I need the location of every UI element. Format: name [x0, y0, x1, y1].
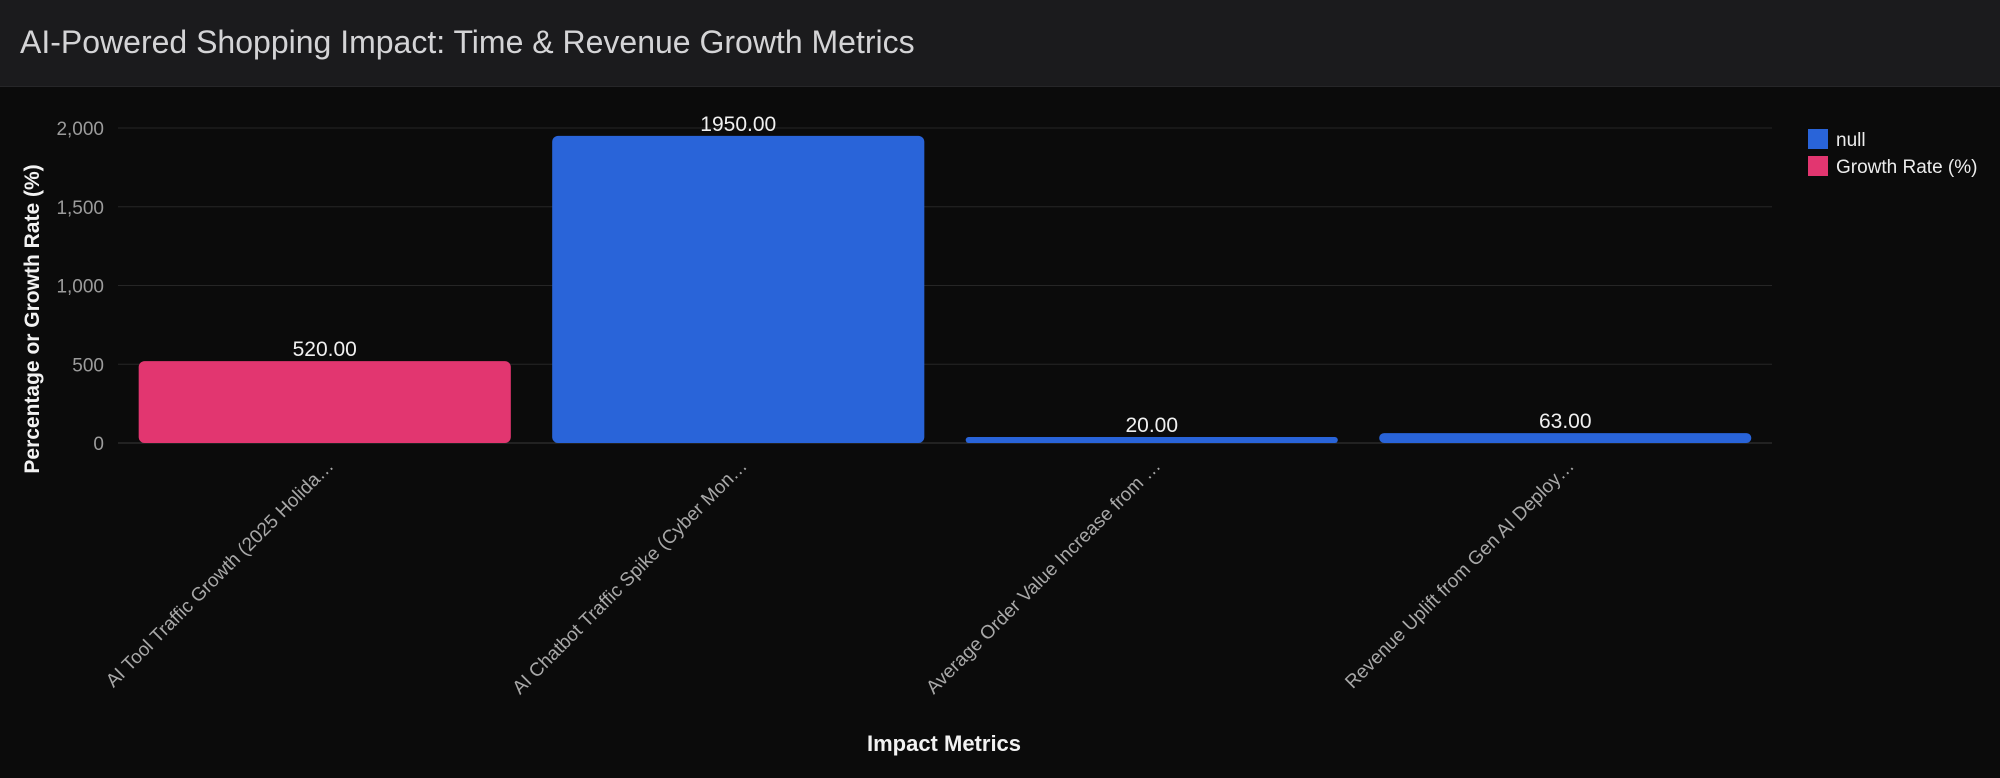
chart-title: AI-Powered Shopping Impact: Time & Reven… [20, 24, 915, 60]
legend: null Growth Rate (%) [1808, 129, 1977, 178]
bar-chart: 0 500 1,000 1,500 2,000 520.00 1950.00 20.00 63… [21, 113, 1977, 756]
bars [138, 135, 1752, 443]
x-tick-label: Revenue Uplift from Gen AI Deploy… [1341, 456, 1578, 693]
data-label: 20.00 [1125, 414, 1178, 437]
chart-header: AI-Powered Shopping Impact: Time & Reven… [0, 0, 2000, 87]
x-axis-ticks: AI Tool Traffic Growth (2025 Holida… AI C… [102, 456, 1579, 699]
data-labels: 520.00 1950.00 20.00 63.00 [293, 113, 1592, 437]
data-label: 63.00 [1539, 410, 1592, 433]
data-label: 520.00 [293, 338, 357, 361]
legend-swatch [1808, 129, 1828, 149]
bar-2[interactable] [552, 135, 925, 443]
y-tick-label: 1,500 [56, 198, 104, 219]
bar-3[interactable] [965, 437, 1338, 443]
x-tick-label: AI Tool Traffic Growth (2025 Holida… [102, 456, 338, 692]
bar-4[interactable] [1379, 433, 1752, 443]
data-label: 1950.00 [700, 113, 776, 136]
y-tick-label: 1,000 [56, 277, 104, 298]
y-axis-ticks: 0 500 1,000 1,500 2,000 [56, 119, 104, 455]
y-tick-label: 500 [72, 355, 104, 376]
bar-1[interactable] [138, 361, 511, 443]
x-tick-label: AI Chatbot Traffic Spike (Cyber Mon… [509, 456, 752, 699]
y-tick-label: 2,000 [56, 119, 104, 140]
legend-swatch [1808, 156, 1828, 176]
x-tick-label: Average Order Value Increase from … [922, 456, 1165, 699]
x-axis-label: Impact Metrics [867, 731, 1021, 756]
y-tick-label: 0 [93, 434, 104, 455]
legend-label[interactable]: null [1836, 130, 1866, 151]
y-axis-label: Percentage or Growth Rate (%) [21, 164, 44, 473]
legend-label[interactable]: Growth Rate (%) [1836, 157, 1977, 178]
